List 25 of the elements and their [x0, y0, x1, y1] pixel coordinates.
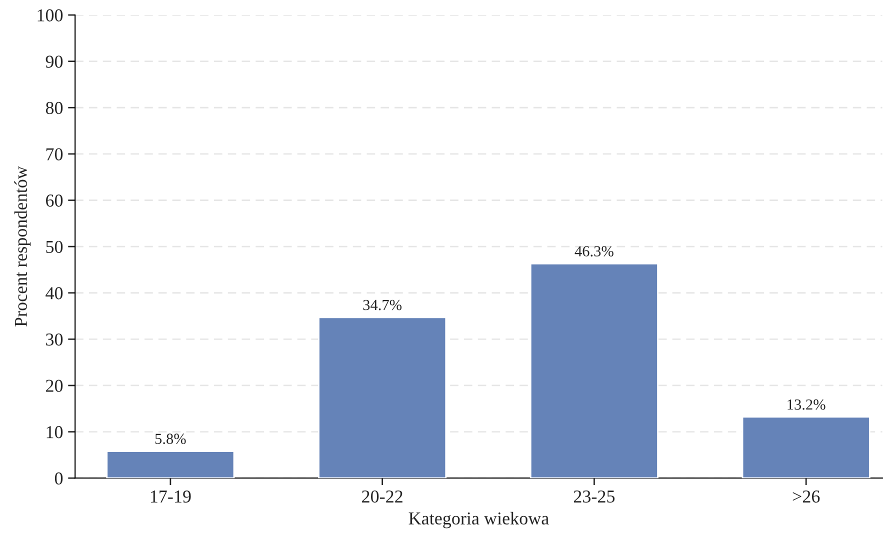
data-label: 34.7%	[363, 300, 402, 310]
y-tick-label: 40	[46, 287, 63, 300]
x-tick-label: >26	[792, 490, 820, 503]
y-axis-title: Procent respondentów	[14, 166, 31, 327]
y-tick-label: 90	[46, 56, 63, 68]
bar	[530, 263, 658, 478]
y-tick-label: 80	[46, 102, 63, 114]
y-tick-label: 60	[46, 194, 63, 207]
bar	[742, 416, 870, 478]
y-tick-label: 10	[46, 426, 63, 438]
data-label: 5.8%	[155, 434, 186, 444]
y-tick-label: 70	[46, 148, 63, 160]
x-tick-label: 23-25	[574, 490, 615, 503]
x-axis-title: Kategoria wiekowa	[408, 512, 549, 528]
y-tick-label: 30	[46, 333, 63, 346]
data-label: 13.2%	[788, 399, 826, 410]
y-tick-label: 0	[54, 472, 63, 485]
y-tick-label: 50	[46, 240, 63, 253]
y-tick-label: 20	[46, 380, 63, 392]
x-tick-label: 17-19	[150, 490, 191, 503]
bar	[106, 450, 235, 478]
x-tick-label: 20-22	[362, 490, 402, 503]
data-label: 46.3%	[574, 246, 614, 256]
y-tick-label: 100	[38, 9, 63, 22]
bar	[318, 316, 447, 478]
